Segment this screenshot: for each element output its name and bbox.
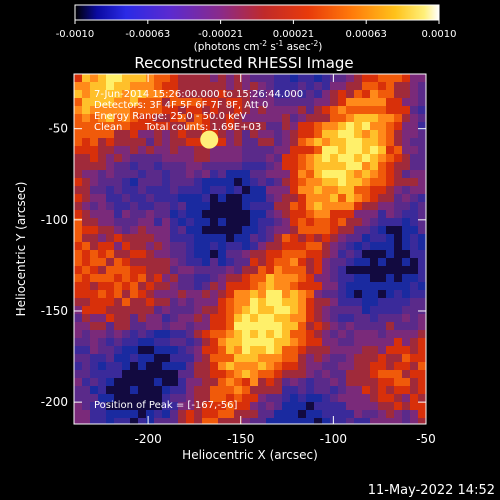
- image-annotations: 7-Jun-2014 15:26:00.000 to 15:26:44.000 …: [94, 89, 303, 411]
- y-tick-label: -100: [41, 213, 68, 227]
- colorbar-tick-label: 0.00063: [346, 29, 387, 40]
- colorbar-units-label: (photons cm-2 s-1 asec-2): [194, 39, 323, 53]
- y-axis-label: Heliocentric Y (arcsec): [14, 182, 28, 317]
- colorbar-ticks: -0.0010 -0.00063 -0.00021 0.00021 0.00063 0.0…: [56, 20, 457, 40]
- x-tick-label: -150: [227, 432, 254, 446]
- x-axis-label: Heliocentric X (arcsec): [182, 448, 318, 462]
- annotation-energy-range: Energy Range: 25.0 - 50.0 keV: [94, 111, 247, 122]
- colorbar-tick-label: -0.00063: [125, 29, 170, 40]
- y-tick-label: -150: [41, 304, 68, 318]
- plot-frame: [73, 73, 427, 425]
- rhessi-image: [74, 74, 426, 424]
- colorbar-tick-label: 0.00021: [273, 29, 314, 40]
- annotation-method: Clean: [94, 122, 122, 133]
- annotation-total-counts: Total counts: 1.69E+03: [144, 122, 261, 133]
- colorbar-tick-label: 0.0010: [422, 29, 457, 40]
- colorbar-tick-label: -0.0010: [56, 29, 95, 40]
- annotation-peak-position: Position of Peak = [-167,-56]: [94, 400, 238, 411]
- axis-ticks: -200 -150 -100 -50 -50 -100 -150 -200: [41, 74, 436, 446]
- colorbar-gradient: [74, 4, 440, 21]
- x-tick-label: -200: [134, 432, 161, 446]
- colorbar: -0.0010 -0.00063 -0.00021 0.00021 0.00063 0.0…: [56, 4, 457, 53]
- colorbar-tick-label: -0.00021: [198, 29, 243, 40]
- annotation-detectors: Detectors: 3F 4F 5F 6F 7F 8F, Att 0: [94, 100, 268, 111]
- annotation-time-range: 7-Jun-2014 15:26:00.000 to 15:26:44.000: [94, 89, 303, 100]
- plot-title: Reconstructed RHESSI Image: [134, 54, 353, 72]
- peak-highlight: [200, 130, 219, 149]
- x-tick-label: -100: [320, 432, 347, 446]
- timestamp: 11-May-2022 14:52: [368, 483, 495, 498]
- y-tick-label: -50: [48, 122, 68, 136]
- y-tick-label: -200: [41, 395, 68, 409]
- x-tick-label: -50: [416, 432, 436, 446]
